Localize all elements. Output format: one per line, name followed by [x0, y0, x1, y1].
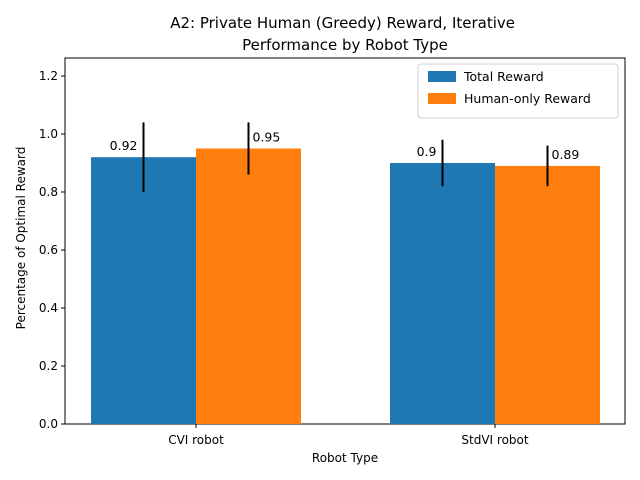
chart-title: A2: Private Human (Greedy) Reward, Itera… — [170, 14, 520, 54]
data-label: 0.89 — [552, 147, 580, 162]
legend-box — [417, 63, 619, 119]
y-tick-label: 0.8 — [39, 185, 58, 199]
y-tick-label: 0.0 — [39, 417, 58, 431]
data-label: 0.92 — [110, 138, 138, 153]
x-tick-label: CVI robot — [168, 433, 224, 447]
plot-frame — [64, 57, 626, 425]
y-tick-label: 1.2 — [39, 69, 58, 83]
x-tick-label: StdVI robot — [461, 433, 528, 447]
bar — [390, 163, 495, 424]
y-axis-label: Percentage of Optimal Reward — [14, 147, 28, 330]
legend: Total Reward Human-only Reward — [417, 63, 619, 119]
y-tick-label: 0.4 — [39, 301, 58, 315]
legend-label: Human-only Reward — [464, 91, 591, 106]
bar — [91, 157, 196, 424]
bar — [196, 148, 301, 424]
chart-title-line-2: Performance by Robot Type — [242, 36, 448, 54]
bar — [495, 165, 600, 424]
y-tick-label: 0.6 — [39, 243, 58, 257]
plot-area: 0.0 0.2 0.4 0.6 0.8 1.0 1.2 CVI robot 0.92 0.95 St… — [39, 57, 626, 447]
data-label: 0.9 — [417, 144, 437, 159]
legend-label: Total Reward — [463, 69, 544, 84]
legend-swatch — [428, 93, 456, 104]
y-tick-label: 0.2 — [39, 359, 58, 373]
y-tick-label: 1.0 — [39, 127, 58, 141]
legend-swatch — [428, 71, 456, 82]
x-axis-label: Robot Type — [312, 451, 378, 465]
data-label: 0.95 — [253, 130, 281, 145]
chart-title-line-1: A2: Private Human (Greedy) Reward, Itera… — [170, 14, 515, 32]
